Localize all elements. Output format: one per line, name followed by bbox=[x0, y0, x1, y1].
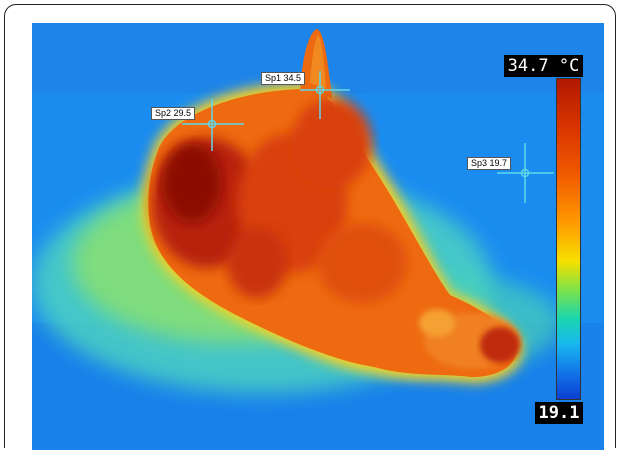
spot-sp1-crosshair bbox=[300, 71, 350, 119]
spot-label-sp2: Sp2 29.5 bbox=[151, 107, 196, 120]
spot-sp2-crosshair bbox=[182, 99, 244, 151]
temperature-max-label: 34.7 °C bbox=[504, 55, 583, 77]
spot-label-sp1: Sp1 34.5 bbox=[261, 72, 306, 85]
temperature-min-label: 19.1 bbox=[535, 402, 583, 424]
spot-label-sp3: Sp3 19.7 bbox=[467, 157, 512, 170]
thermal-image bbox=[32, 23, 604, 450]
color-scale-bar bbox=[556, 78, 581, 400]
spot-sp3-crosshair bbox=[497, 143, 554, 203]
